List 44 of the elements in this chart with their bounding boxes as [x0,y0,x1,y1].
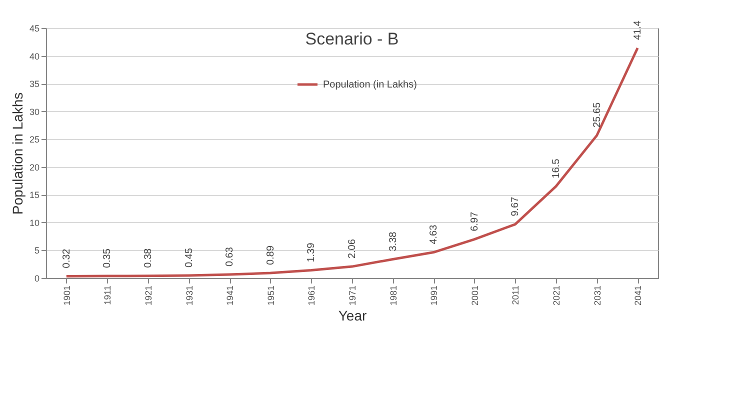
x-tick-label: 1931 [184,286,194,306]
x-axis-title: Year [338,308,367,324]
chart-title: Scenario - B [305,30,399,49]
x-tick-label: 1941 [225,286,236,306]
legend-label: Population (in Lakhs) [323,80,417,90]
x-tick-label: 2011 [510,286,521,305]
data-label: 9.67 [510,196,522,216]
y-tick-label: 25 [29,134,40,145]
x-tick-label: 2021 [552,286,562,306]
x-tick-label: 2041 [633,286,644,306]
x-tick-label: 1901 [62,286,72,306]
x-tick-label: 2031 [592,286,602,306]
x-tick-label: 1991 [429,286,440,306]
x-tick-label: 1981 [388,286,398,306]
x-tick-label: 1911 [102,286,113,305]
data-label: 1.39 [306,242,318,262]
y-tick-label: 0 [34,274,40,284]
data-label: 0.89 [265,245,276,266]
data-label: 3.38 [388,231,399,252]
x-tick-label: 1921 [144,286,154,306]
x-tick-label: 1951 [266,286,276,306]
x-tick-label: 1961 [306,286,317,306]
y-axis-title: Population in Lakhs [9,92,26,215]
data-label: 2.06 [347,238,358,259]
x-tick-label: 2001 [470,286,480,306]
y-tick-label: 20 [29,162,40,172]
data-label: 25.65 [592,102,603,128]
data-label: 4.63 [428,224,440,244]
y-tick-label: 30 [29,106,40,117]
y-tick-label: 35 [29,79,40,90]
data-label: 0.38 [143,248,154,268]
x-tick-label: 1971 [348,286,358,306]
y-tick-label: 15 [29,190,40,200]
data-label: 16.5 [551,158,562,178]
data-label: 41.4 [632,20,644,40]
data-label: 0.45 [184,248,195,268]
y-tick-label: 5 [34,246,40,256]
data-label: 0.32 [61,248,72,268]
y-tick-label: 40 [29,51,40,62]
data-label: 0.63 [224,246,236,266]
y-tick-label: 10 [29,218,40,228]
data-label: 6.97 [469,211,480,232]
data-label: 0.35 [102,248,114,268]
y-tick-label: 45 [29,24,40,34]
